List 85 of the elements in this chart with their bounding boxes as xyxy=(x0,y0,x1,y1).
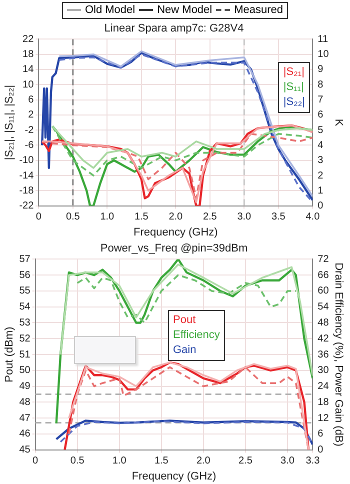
x-tick-label: 1.5 xyxy=(154,456,169,467)
line-series xyxy=(76,274,297,324)
y-tick-label: 53 xyxy=(19,317,31,328)
y-tick-label: 47 xyxy=(19,412,31,424)
y-tick-label: 10 xyxy=(22,79,34,90)
text: |S₁₁| xyxy=(283,80,305,95)
x-tick-label: 1.0 xyxy=(100,212,115,223)
y2-tick-label: 66 xyxy=(318,270,330,281)
y2-tick-label: 3 xyxy=(318,155,324,166)
x-tick-label: 0.5 xyxy=(70,456,85,467)
y2-tick-label: 18 xyxy=(318,396,330,408)
y2-tick-label: 54 xyxy=(318,302,330,313)
y-tick-label: -2 xyxy=(24,124,34,136)
y2-axis-title: K xyxy=(332,118,344,127)
x-tick-label: 2.5 xyxy=(202,212,218,223)
text: |S₂₁| xyxy=(283,65,305,80)
y2-tick-label: 5 xyxy=(318,124,324,136)
x-tick-label: 1.5 xyxy=(134,212,149,223)
y-tick-label: 52 xyxy=(19,333,31,344)
y-tick-label: 18 xyxy=(22,49,34,60)
y-tick-label: -22 xyxy=(19,200,34,212)
chart-title: Linear Spara amp7c: G28V4 xyxy=(104,22,244,35)
series-label: |S₂₂| xyxy=(283,95,305,110)
text: Old Model xyxy=(84,2,136,18)
text: Efficiency xyxy=(173,328,220,343)
y-tick-label: 46 xyxy=(19,428,31,440)
y2-tick-label: 30 xyxy=(318,365,330,376)
x-axis-title: Frequency (GHz) xyxy=(132,470,216,482)
text: New Model xyxy=(157,2,212,18)
y-tick-label: 22 xyxy=(22,34,34,45)
text: Pout xyxy=(173,313,197,328)
y2-tick-label: 9 xyxy=(318,64,324,76)
x-tick-label: 0 xyxy=(32,456,39,467)
y2-tick-label: 0 xyxy=(318,200,324,212)
x-tick-label: 1.0 xyxy=(112,456,127,467)
x-tick-label: 3.0 xyxy=(280,456,295,467)
x-tick-label: 2.5 xyxy=(238,456,253,467)
y-tick-label: 2 xyxy=(28,110,34,121)
y-tick-label: 50 xyxy=(19,365,31,376)
y2-tick-label: 10 xyxy=(318,49,330,60)
y-tick-label: 6 xyxy=(28,94,34,106)
y-tick-label: 56 xyxy=(19,270,31,281)
y-tick-label: -10 xyxy=(19,155,34,166)
x-tick-label: 3.0 xyxy=(237,212,252,223)
y2-tick-label: 2 xyxy=(318,170,324,182)
y-tick-label: 51 xyxy=(19,349,31,360)
y2-axis-title: Drain Efficiency (%), Power Gain (dB) xyxy=(332,262,344,446)
y-axis-title: |S₂₁|, |S₁₁|, |S₂₂| xyxy=(4,84,16,160)
y-tick-label: -6 xyxy=(24,140,34,151)
y2-tick-label: 0 xyxy=(318,444,324,456)
y-tick-label: -14 xyxy=(19,170,34,182)
y2-tick-label: 24 xyxy=(318,381,330,392)
y-axis-title: Pout (dBm) xyxy=(4,326,16,382)
y2-tick-label: 12 xyxy=(318,412,330,424)
y-tick-label: -18 xyxy=(19,185,34,196)
y2-tick-label: 72 xyxy=(318,254,330,265)
y-tick-label: 14 xyxy=(22,64,34,76)
y2-tick-label: 36 xyxy=(318,349,330,360)
y2-tick-label: 6 xyxy=(318,110,324,121)
x-tick-label: 4.0 xyxy=(306,212,320,223)
x-axis-title: Frequency (GHz) xyxy=(133,226,218,238)
y2-tick-label: 4 xyxy=(318,140,324,151)
x-tick-label: 2.0 xyxy=(196,456,211,467)
y2-tick-label: 7 xyxy=(318,94,324,106)
y-tick-label: 45 xyxy=(19,444,31,456)
y-tick-label: 54 xyxy=(19,302,31,313)
y-tick-label: 55 xyxy=(19,286,31,297)
y2-tick-label: 11 xyxy=(318,34,328,45)
x-tick-label: 0.5 xyxy=(66,212,80,223)
chart-title: Power_vs_Freq @pin=39dBm xyxy=(100,242,248,255)
x-tick-label: 0 xyxy=(36,212,42,223)
text: Gain xyxy=(173,343,198,358)
text: Measured xyxy=(234,2,284,18)
y2-tick-label: 48 xyxy=(318,317,330,328)
x-tick-label: 2.0 xyxy=(168,212,184,223)
x-tick-label: 3.5 xyxy=(271,212,286,223)
x-tick-label: 3.3 xyxy=(306,456,320,467)
y2-tick-label: 1 xyxy=(318,185,324,196)
y2-tick-label: 42 xyxy=(318,333,330,344)
y2-tick-label: 6 xyxy=(318,428,324,440)
y-tick-label: 48 xyxy=(19,396,31,408)
y2-tick-label: 8 xyxy=(318,79,324,90)
y2-tick-label: 60 xyxy=(318,286,330,297)
y-tick-label: 49 xyxy=(19,381,31,392)
y-tick-label: 57 xyxy=(19,254,31,265)
